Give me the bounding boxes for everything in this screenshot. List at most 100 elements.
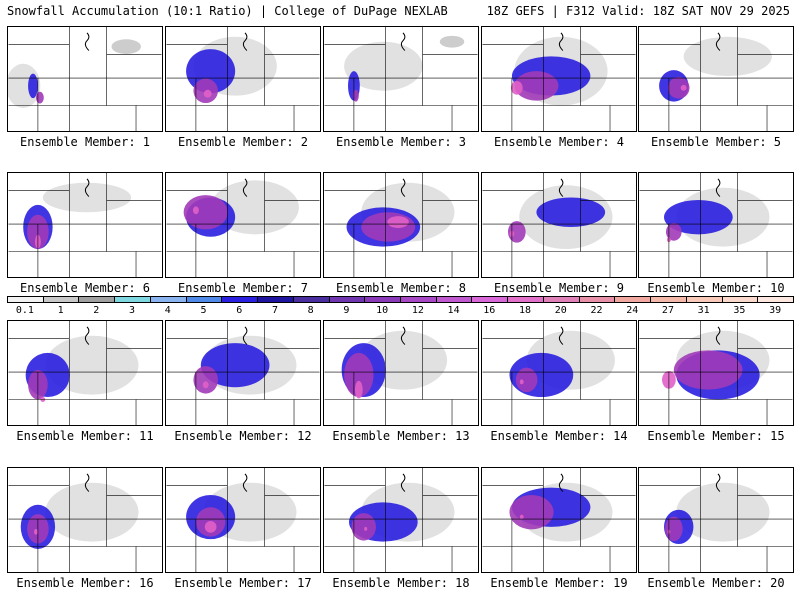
state-border bbox=[482, 338, 544, 373]
legend-tick-label: 7 bbox=[271, 305, 278, 316]
ensemble-map-panel bbox=[481, 320, 637, 426]
state-border bbox=[737, 105, 768, 131]
snowfall-contour bbox=[664, 199, 733, 235]
state-border bbox=[700, 77, 738, 106]
ensemble-member-label: Ensemble Member: 3 bbox=[335, 135, 467, 149]
legend-color-box bbox=[364, 296, 401, 303]
legend-color-box bbox=[650, 296, 687, 303]
river-line bbox=[400, 32, 406, 51]
snowfall-contour bbox=[519, 514, 524, 520]
legend-color-box bbox=[685, 296, 723, 303]
state-border bbox=[737, 546, 768, 572]
state-border bbox=[639, 44, 701, 79]
valid-time: 18Z GEFS | F312 Valid: 18Z SAT NOV 29 20… bbox=[486, 4, 790, 18]
state-border bbox=[227, 223, 265, 252]
ensemble-member-label: Ensemble Member: 12 bbox=[174, 429, 312, 443]
state-border bbox=[482, 190, 544, 225]
state-border bbox=[8, 44, 70, 79]
snowfall-contour bbox=[667, 77, 690, 99]
ensemble-member-label: Ensemble Member: 8 bbox=[335, 281, 467, 295]
state-border bbox=[8, 338, 70, 373]
ensemble-map-panel bbox=[165, 320, 321, 426]
legend-tick-label: 27 bbox=[661, 305, 674, 316]
state-border bbox=[580, 399, 611, 425]
state-border bbox=[264, 105, 295, 131]
state-border bbox=[543, 223, 581, 252]
river-line bbox=[242, 326, 248, 345]
snowfall-contour bbox=[673, 350, 743, 390]
snowfall-map bbox=[8, 468, 162, 572]
legend-tick-label: 16 bbox=[483, 305, 496, 316]
legend-tick-label: 2 bbox=[93, 305, 100, 316]
river-line bbox=[715, 473, 721, 492]
ensemble-member-label: Ensemble Member: 7 bbox=[177, 281, 309, 295]
river-line bbox=[400, 178, 406, 197]
state-border bbox=[264, 546, 295, 572]
snowfall-contour bbox=[192, 206, 199, 215]
ensemble-map-panel bbox=[7, 26, 163, 132]
legend-color-box bbox=[292, 296, 330, 303]
snowfall-contour bbox=[519, 379, 524, 385]
snowfall-contour bbox=[387, 216, 409, 228]
state-border bbox=[166, 338, 228, 373]
legend-tick-label: 6 bbox=[236, 305, 243, 316]
state-border bbox=[580, 546, 611, 572]
snowfall-contour bbox=[510, 80, 523, 95]
snowfall-contour bbox=[28, 73, 38, 99]
ensemble-member-label: Ensemble Member: 2 bbox=[177, 135, 309, 149]
state-border bbox=[227, 77, 265, 106]
snowfall-map bbox=[166, 173, 320, 277]
legend-tick-label: 31 bbox=[697, 305, 710, 316]
river-line bbox=[400, 473, 406, 492]
state-border bbox=[700, 518, 738, 547]
snowfall-contour bbox=[45, 482, 139, 542]
legend-color-box bbox=[114, 296, 151, 303]
ensemble-map-panel bbox=[7, 172, 163, 278]
state-border bbox=[737, 399, 768, 425]
snowfall-contour bbox=[664, 516, 683, 542]
ensemble-member-label: Ensemble Member: 14 bbox=[490, 429, 628, 443]
state-border bbox=[639, 485, 701, 520]
snowfall-contour bbox=[361, 212, 416, 242]
legend-color-box bbox=[542, 296, 580, 303]
state-border bbox=[227, 371, 265, 400]
legend-tick-label: 24 bbox=[626, 305, 639, 316]
ensemble-map-panel bbox=[165, 26, 321, 132]
state-border bbox=[264, 399, 295, 425]
ensemble-member-label: Ensemble Member: 1 bbox=[19, 135, 151, 149]
legend-color-box bbox=[435, 296, 473, 303]
state-border bbox=[422, 251, 453, 277]
legend-tick-label: 8 bbox=[307, 305, 314, 316]
snowfall-contour bbox=[200, 343, 270, 388]
river-line bbox=[242, 178, 248, 197]
legend-tick-label: 22 bbox=[590, 305, 603, 316]
river-line bbox=[242, 32, 248, 51]
snowfall-contour bbox=[352, 89, 359, 102]
snowfall-map bbox=[166, 321, 320, 425]
state-border bbox=[106, 105, 137, 131]
ensemble-member-label: Ensemble Member: 20 bbox=[647, 576, 785, 590]
ensemble-map-panel bbox=[323, 320, 479, 426]
state-border bbox=[106, 251, 137, 277]
river-line bbox=[84, 178, 90, 197]
snowfall-contour bbox=[536, 197, 606, 227]
snowfall-contour bbox=[111, 39, 141, 54]
river-line bbox=[558, 32, 564, 51]
snowfall-contour bbox=[42, 182, 132, 213]
snowfall-contour bbox=[203, 89, 212, 98]
ensemble-member-label: Ensemble Member: 5 bbox=[650, 135, 782, 149]
state-border bbox=[385, 77, 423, 106]
river-line bbox=[84, 32, 90, 51]
river-line bbox=[558, 473, 564, 492]
legend-color-box bbox=[185, 296, 223, 303]
snowfall-map bbox=[166, 468, 320, 572]
state-border bbox=[324, 44, 386, 79]
ensemble-map-panel bbox=[638, 172, 794, 278]
ensemble-map-panel bbox=[638, 467, 794, 573]
state-border bbox=[737, 251, 768, 277]
snowfall-contour bbox=[507, 221, 526, 243]
ensemble-member-label: Ensemble Member: 13 bbox=[332, 429, 470, 443]
legend-tick-label: 39 bbox=[769, 305, 782, 316]
snowfall-map bbox=[8, 27, 162, 131]
ensemble-map-panel bbox=[323, 172, 479, 278]
